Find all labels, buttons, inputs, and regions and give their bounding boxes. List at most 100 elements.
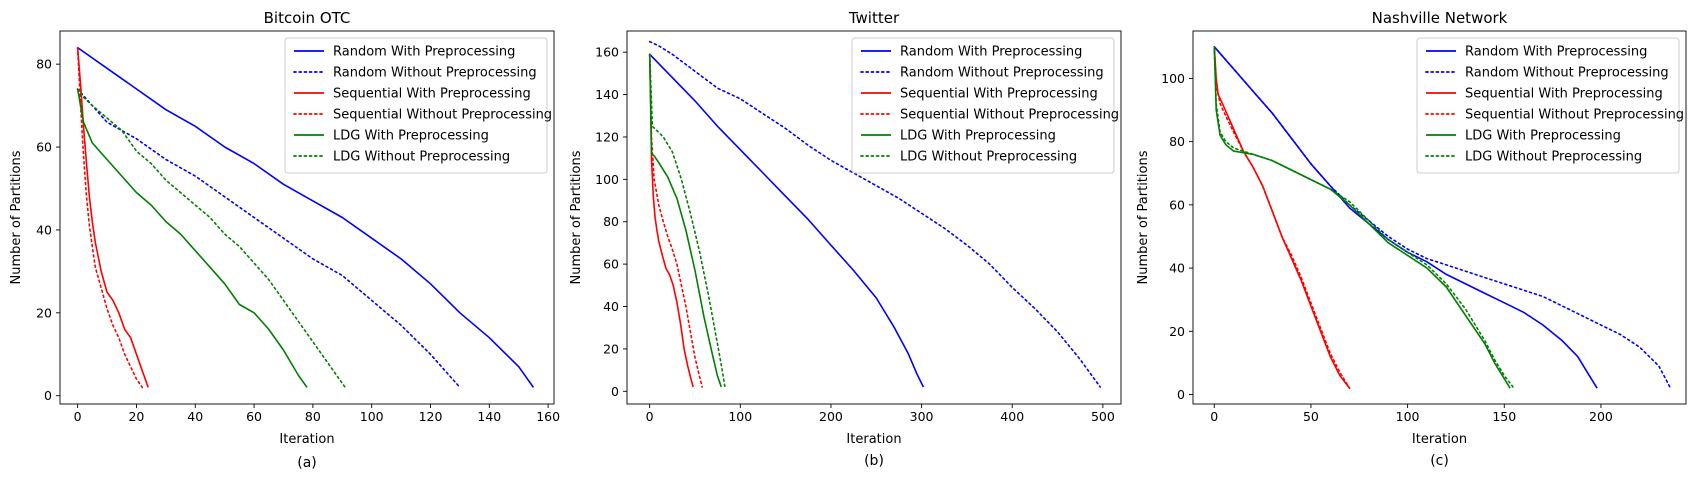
y-tick-label: 0: [44, 388, 52, 403]
legend-label: Random With Preprocessing: [900, 45, 1082, 60]
legend-label: LDG Without Preprocessing: [333, 150, 510, 165]
x-tick-label: 200: [1589, 409, 1613, 424]
x-tick-label: 500: [1091, 409, 1115, 424]
legend-label: LDG Without Preprocessing: [1465, 150, 1642, 165]
series-line-2: [76, 88, 461, 389]
legend-label: Sequential With Preprocessing: [900, 87, 1098, 102]
y-tick-label: 40: [603, 299, 619, 314]
x-tick-label: 0: [1210, 409, 1218, 424]
chart-panel-3: 0 50 100 150 200 0 20 40 60 80 100 Nashville Networ…: [1136, 9, 1687, 469]
series-line-6: [76, 88, 347, 389]
chart-title: Bitcoin OTC: [264, 9, 351, 27]
y-tick-label: 100: [1161, 71, 1185, 86]
y-axis-label: Number of Partitions: [569, 150, 584, 284]
x-tick-label: 80: [305, 409, 321, 424]
y-tick-label: 20: [36, 305, 52, 320]
chart-panel-2: 0 100 200 300 400 500 0 20 40 60 80 100 120 140 160 Twi…: [569, 9, 1122, 469]
chart-panel-1: 0 20 40 60 80 100 120 140 160 0 20 40 60 80 Bitcoin OT…: [9, 9, 560, 471]
x-tick-label: 400: [1000, 409, 1024, 424]
chart-title: Nashville Network: [1372, 9, 1508, 27]
x-tick-label: 0: [646, 409, 654, 424]
x-tick-label: 60: [246, 409, 262, 424]
panel-caption: (c): [1430, 453, 1449, 469]
y-tick-label: 40: [36, 222, 52, 237]
legend-label: Sequential With Preprocessing: [333, 87, 531, 102]
legend-label: LDG With Preprocessing: [900, 129, 1056, 144]
x-tick-label: 140: [477, 409, 501, 424]
series-group: [76, 46, 535, 389]
x-tick-label: 200: [819, 409, 843, 424]
series-line-4: [76, 46, 144, 389]
legend-label: Random With Preprocessing: [333, 45, 515, 60]
chart-title: Twitter: [848, 9, 900, 27]
y-axis-label: Number of Partitions: [9, 150, 24, 284]
series-line-5: [76, 88, 308, 388]
y-tick-label: 120: [595, 129, 619, 144]
legend: Random With Preprocessing Random Without …: [851, 37, 1119, 174]
y-tick-label: 0: [1177, 387, 1185, 402]
plot-frame: [626, 30, 1122, 405]
y-tick-label: 80: [36, 57, 52, 72]
legend-box: [851, 37, 1115, 174]
y-tick-label: 80: [603, 214, 619, 229]
y-tick-label: 60: [1169, 197, 1185, 212]
series-line-6: [1213, 45, 1515, 390]
series-line-1: [77, 46, 535, 388]
series-line-4: [1213, 45, 1351, 390]
legend-label: LDG Without Preprocessing: [900, 150, 1077, 165]
series-group: [1213, 45, 1672, 390]
legend-label: Random With Preprocessing: [1465, 45, 1647, 60]
series-line-4: [648, 53, 704, 388]
series-line-1: [649, 53, 925, 388]
series-group: [648, 40, 1101, 388]
legend: Random With Preprocessing Random Without …: [284, 37, 552, 174]
series-line-3: [76, 47, 149, 388]
x-tick-label: 150: [1492, 409, 1516, 424]
y-tick-label: 0: [611, 384, 619, 399]
x-axis-label: Iteration: [846, 432, 901, 447]
x-tick-label: 100: [728, 409, 752, 424]
series-line-3: [1213, 46, 1351, 389]
legend-label: Sequential With Preprocessing: [1465, 87, 1663, 102]
x-axis-label: Iteration: [279, 432, 334, 447]
legend-label: LDG With Preprocessing: [1465, 129, 1621, 144]
legend-label: Sequential Without Preprocessing: [333, 108, 552, 123]
series-line-6: [648, 53, 726, 388]
y-tick-label: 140: [595, 87, 619, 102]
x-tick-label: 120: [419, 409, 443, 424]
x-tick-label: 0: [74, 409, 82, 424]
plot-frame: [59, 30, 555, 405]
y-tick-label: 20: [603, 341, 619, 356]
x-tick-label: 40: [187, 409, 203, 424]
series-line-5: [648, 54, 723, 388]
x-tick-label: 20: [128, 409, 144, 424]
y-tick-label: 80: [1169, 134, 1185, 149]
x-tick-label: 300: [910, 409, 934, 424]
y-tick-label: 100: [595, 172, 619, 187]
legend: Random With Preprocessing Random Without …: [1416, 37, 1684, 174]
y-tick-label: 40: [1169, 261, 1185, 276]
legend-label: Random Without Preprocessing: [900, 66, 1104, 81]
legend-label: LDG With Preprocessing: [333, 129, 489, 144]
x-tick-label: 50: [1303, 409, 1319, 424]
legend-label: Random Without Preprocessing: [333, 66, 537, 81]
legend-label: Sequential Without Preprocessing: [900, 108, 1119, 123]
y-tick-label: 60: [36, 140, 52, 155]
y-tick-label: 160: [595, 45, 619, 60]
x-tick-label: 160: [536, 409, 560, 424]
panel-caption: (b): [864, 453, 884, 469]
series-line-5: [1213, 46, 1511, 389]
x-axis-label: Iteration: [1412, 432, 1467, 447]
legend-box: [284, 37, 548, 174]
x-tick-label: 100: [1396, 409, 1420, 424]
y-tick-label: 20: [1169, 324, 1185, 339]
series-line-3: [648, 54, 694, 388]
x-tick-label: 100: [360, 409, 384, 424]
legend-label: Random Without Preprocessing: [1465, 66, 1669, 81]
y-axis-label: Number of Partitions: [1136, 150, 1151, 284]
series-line-2: [1213, 45, 1672, 390]
series-line-2: [648, 40, 1101, 388]
panel-caption: (a): [297, 455, 317, 471]
legend-box: [1416, 37, 1680, 174]
